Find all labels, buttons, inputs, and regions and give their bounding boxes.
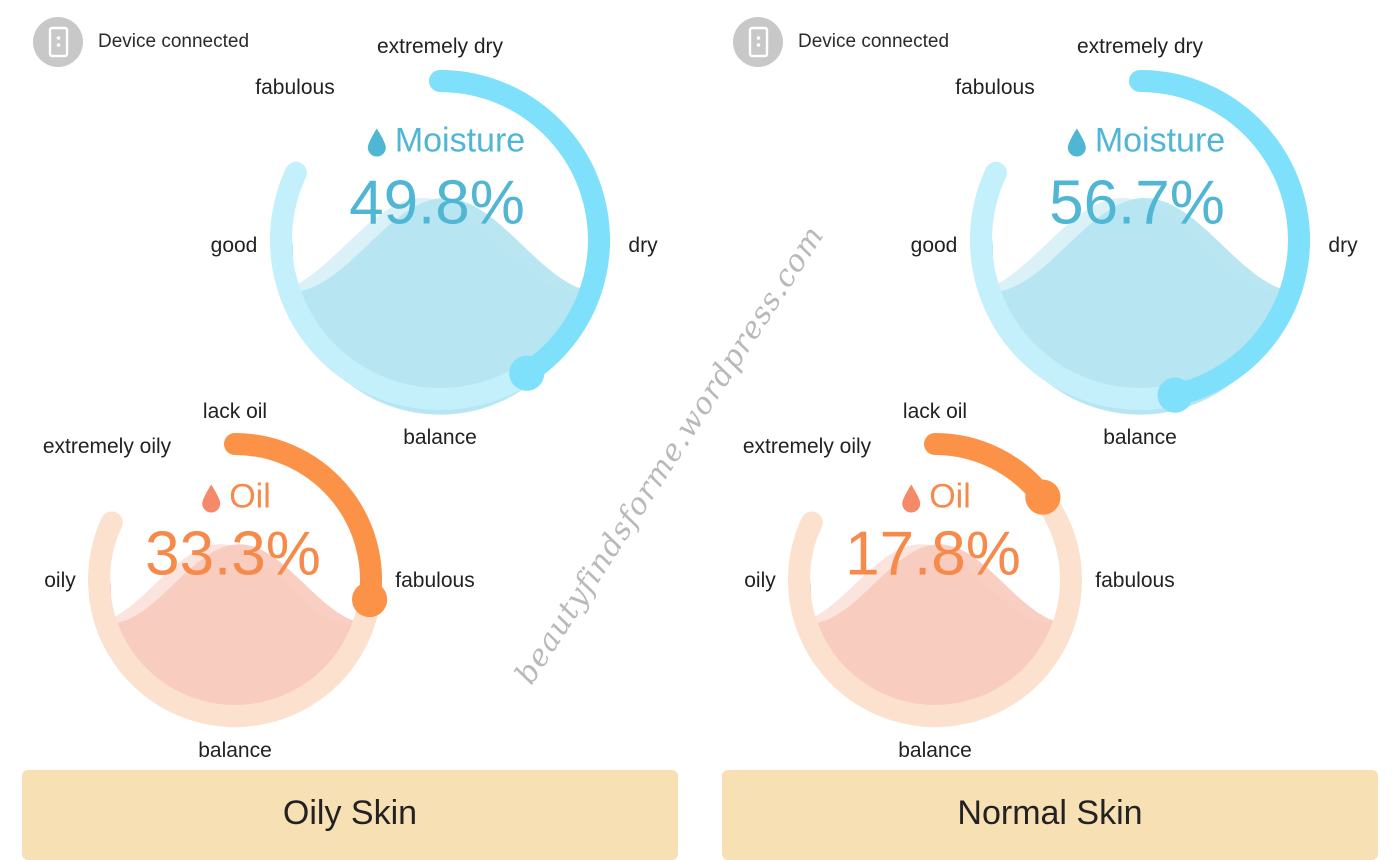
- moisture-title: Moisture: [367, 122, 525, 161]
- moisture-label-extremely-dry: extremely dry: [376, 35, 504, 58]
- moisture-label-good: good: [910, 234, 958, 257]
- oil-level-knob: [352, 581, 388, 618]
- device-glyph-icon: [748, 26, 769, 58]
- oil-value: 17.8%: [845, 519, 1021, 589]
- device-glyph-icon: [48, 26, 69, 58]
- oil-label-fabulous: fabulous: [395, 569, 475, 592]
- skin-type-banner[interactable]: Normal Skin: [722, 770, 1378, 860]
- moisture-title: Moisture: [1067, 122, 1225, 161]
- oil-label-fabulous: fabulous: [1095, 569, 1175, 592]
- oil-wave-fill: [809, 544, 1059, 727]
- device-status-text: Device connected: [798, 31, 950, 52]
- moisture-label-balance: balance: [1103, 426, 1177, 449]
- moisture-title-text: Moisture: [394, 121, 526, 160]
- oil-label-lack-oil: lack oil: [902, 400, 968, 423]
- oil-title: Oil: [901, 478, 971, 517]
- moisture-label-dry: dry: [1328, 234, 1358, 257]
- oil-gauge: [788, 433, 1082, 728]
- moisture-wave-fill: [290, 198, 587, 415]
- oil-wave-fill: [109, 544, 359, 727]
- device-status-text: Device connected: [98, 31, 250, 52]
- oil-gauge: [88, 433, 388, 728]
- result-panel-normal: Device connected extremely dry fabulous …: [700, 0, 1400, 860]
- moisture-label-fabulous: fabulous: [255, 76, 335, 99]
- oil-value: 33.3%: [145, 519, 321, 589]
- moisture-value: 49.8%: [349, 168, 525, 238]
- oil-label-lack-oil: lack oil: [202, 400, 268, 423]
- moisture-label-dry: dry: [628, 234, 658, 257]
- oil-label-oily: oily: [744, 569, 776, 592]
- moisture-level-arc: [429, 70, 610, 385]
- skin-type-label: Normal Skin: [957, 794, 1143, 832]
- water-drop-icon: [367, 128, 386, 157]
- moisture-label-good: good: [210, 234, 258, 257]
- skin-type-label: Oily Skin: [282, 794, 418, 832]
- oil-drop-icon: [202, 484, 221, 513]
- moisture-level-arc: [1129, 70, 1310, 407]
- moisture-wave-fill: [990, 198, 1287, 415]
- moisture-value: 56.7%: [1049, 168, 1225, 238]
- oil-label-balance: balance: [198, 739, 272, 762]
- moisture-title-text: Moisture: [1094, 121, 1226, 160]
- oil-level-arc: [224, 433, 382, 611]
- oil-label-balance: balance: [898, 739, 972, 762]
- moisture-gauge: [970, 70, 1310, 415]
- water-drop-icon: [1067, 128, 1086, 157]
- oil-label-extremely-oily: extremely oily: [42, 435, 172, 458]
- device-icon[interactable]: [33, 17, 83, 67]
- oil-title-text: Oil: [229, 477, 271, 516]
- moisture-gauge: [270, 70, 610, 415]
- oil-title-text: Oil: [929, 477, 971, 516]
- device-icon[interactable]: [733, 17, 783, 67]
- oil-label-oily: oily: [44, 569, 76, 592]
- oil-level-knob: [1025, 479, 1061, 515]
- result-panel-oily: Device connected extremely dry fabulous …: [0, 0, 700, 860]
- moisture-label-fabulous: fabulous: [955, 76, 1035, 99]
- moisture-level-knob: [509, 355, 545, 391]
- skin-type-banner[interactable]: Oily Skin: [22, 770, 678, 860]
- oil-label-extremely-oily: extremely oily: [742, 435, 872, 458]
- oil-title: Oil: [201, 478, 271, 517]
- moisture-level-knob: [1157, 377, 1193, 413]
- moisture-label-balance: balance: [403, 426, 477, 449]
- oil-drop-icon: [902, 484, 921, 513]
- moisture-label-extremely-dry: extremely dry: [1076, 35, 1204, 58]
